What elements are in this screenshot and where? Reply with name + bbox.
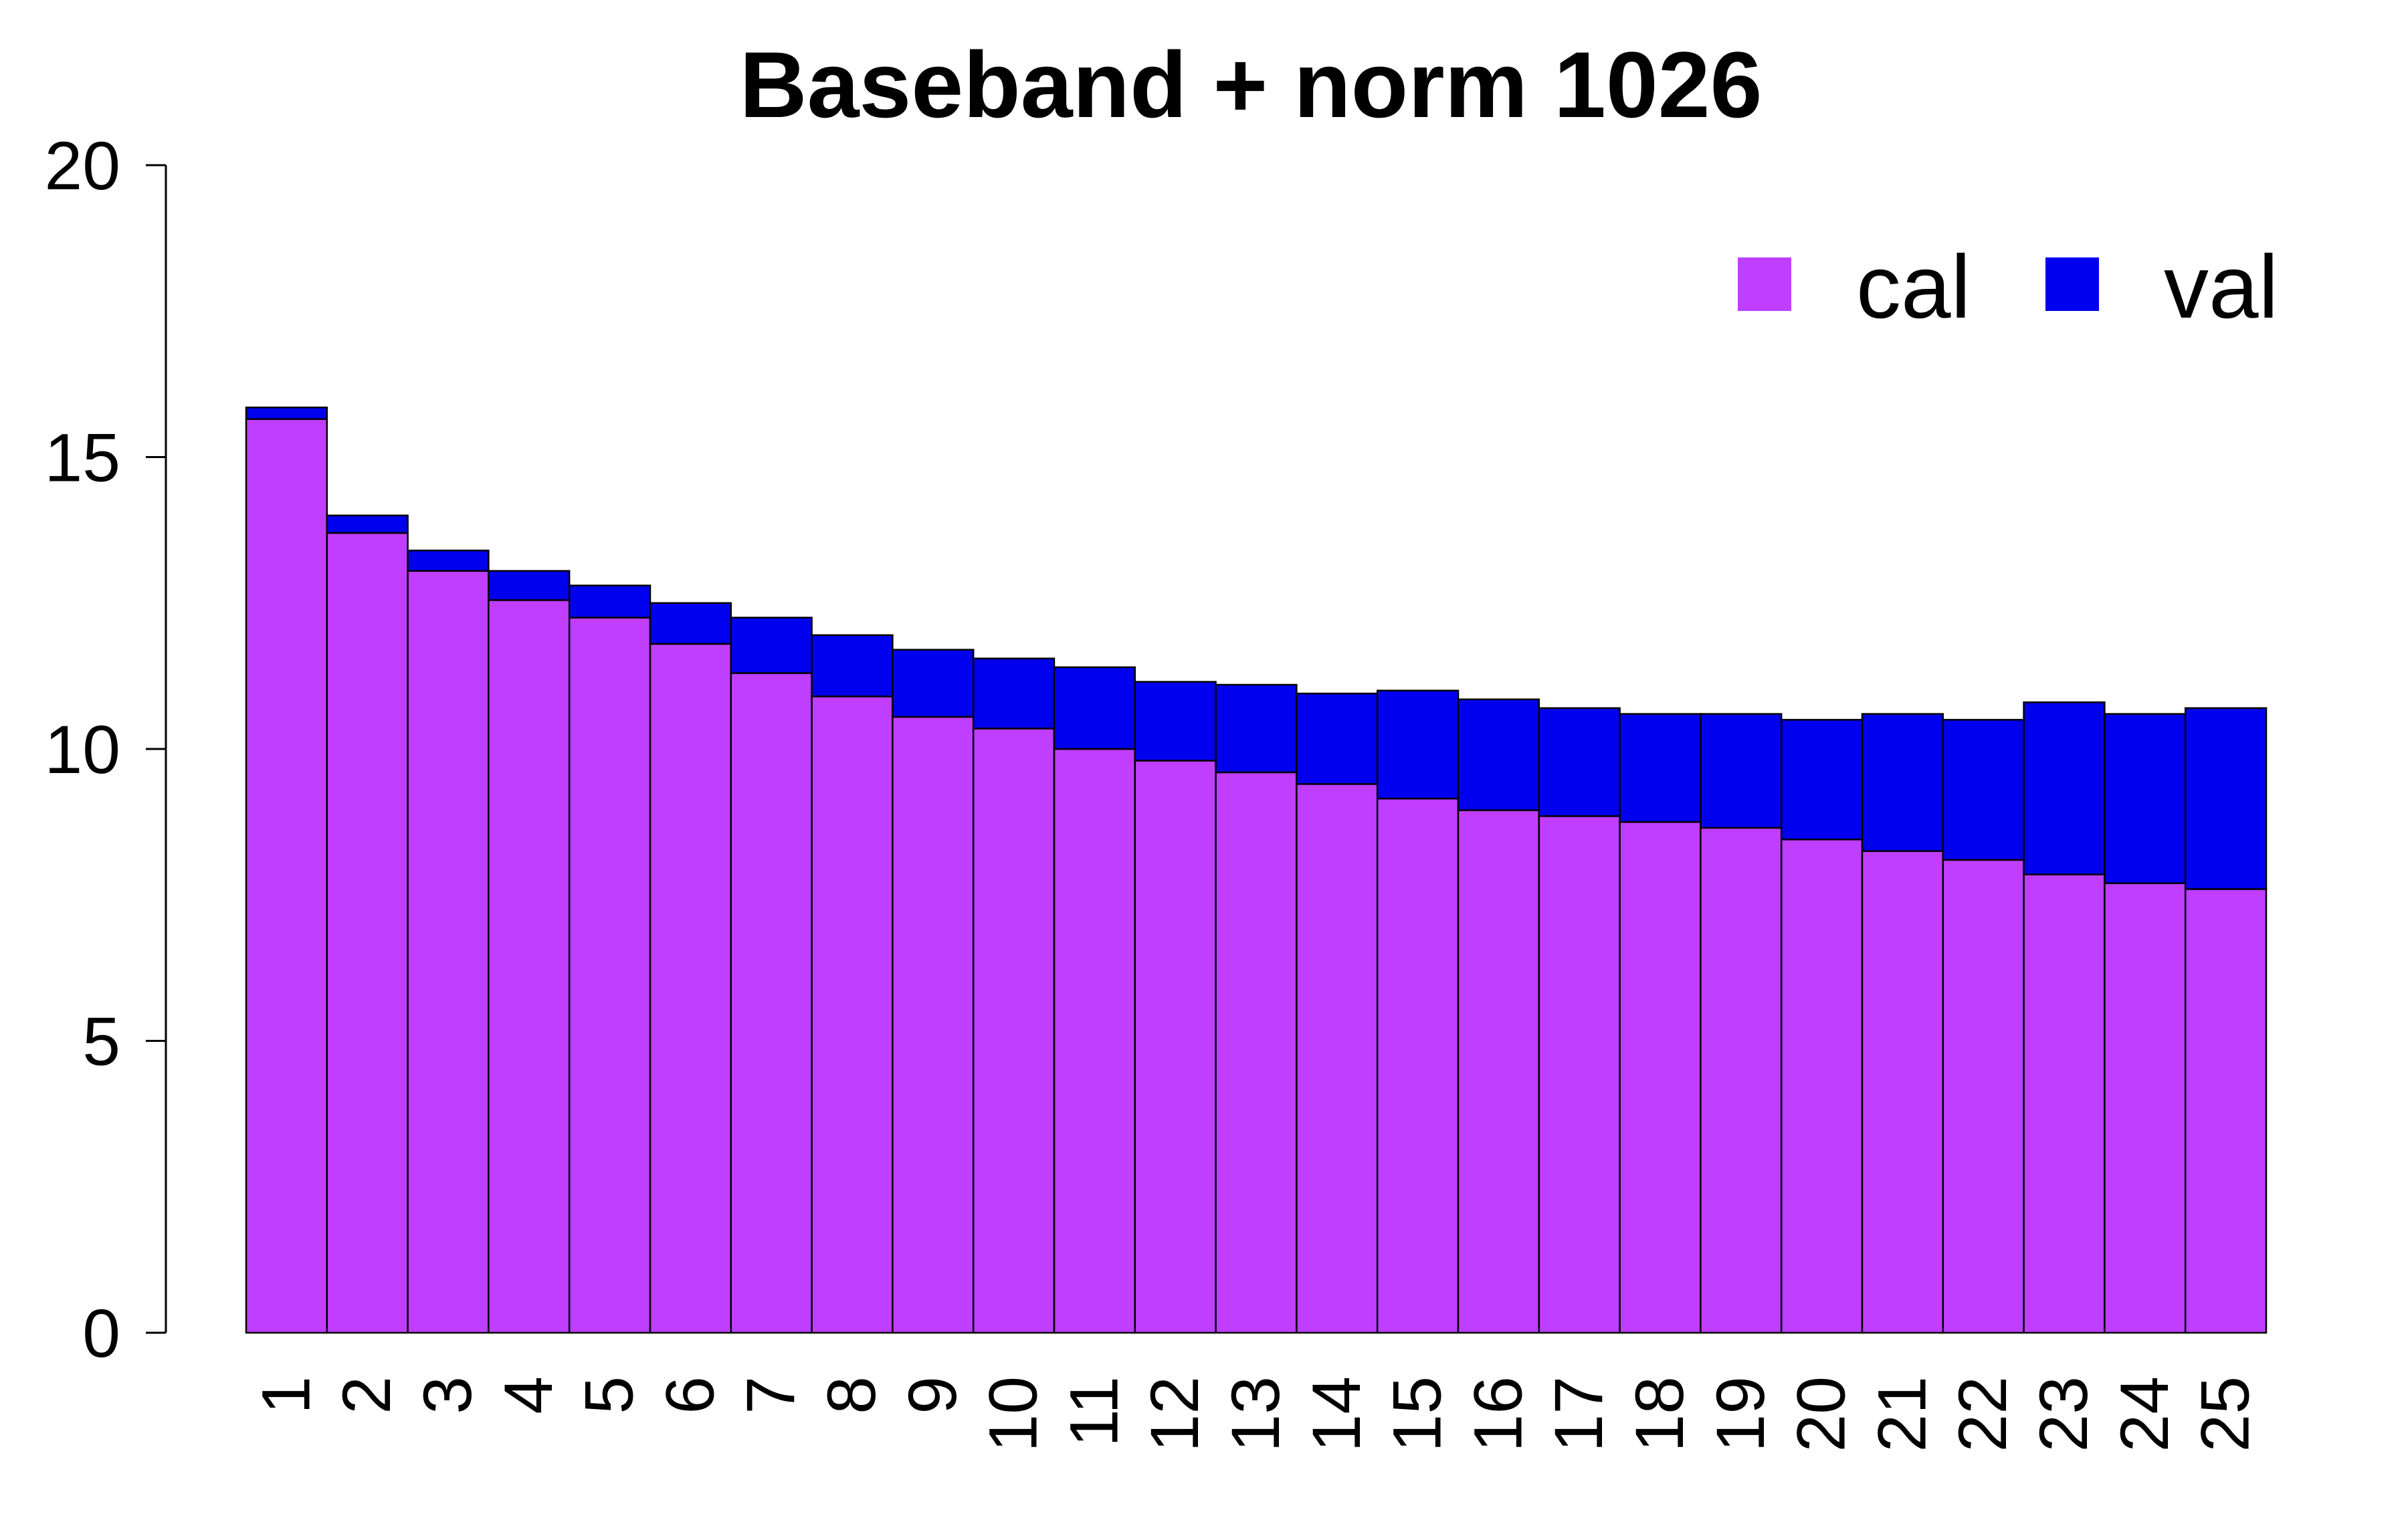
- bar-cal-23: [2023, 873, 2106, 1334]
- bar-val-20: [1780, 719, 1864, 841]
- x-tick-label: 1: [247, 1376, 324, 1414]
- x-tick-label: 12: [1136, 1376, 1213, 1452]
- x-tick-label: 2: [328, 1376, 405, 1414]
- bar-cal-14: [1296, 783, 1379, 1334]
- bar-cal-20: [1780, 839, 1864, 1334]
- bar-cal-16: [1457, 809, 1540, 1334]
- bar-val-5: [568, 584, 651, 619]
- bar-cal-3: [407, 570, 490, 1334]
- x-tick-label: 3: [409, 1376, 486, 1414]
- y-tick-label: 5: [82, 1004, 120, 1080]
- bar-val-13: [1215, 683, 1298, 774]
- x-tick-label: 20: [1783, 1376, 1860, 1452]
- x-tick-label: 8: [813, 1376, 890, 1414]
- legend-label-val: val: [2164, 237, 2278, 337]
- chart-title: Baseband + norm 1026: [740, 32, 1763, 137]
- bar-cal-7: [730, 672, 813, 1334]
- x-tick-label: 21: [1864, 1376, 1940, 1452]
- x-tick-label: 14: [1298, 1376, 1375, 1452]
- bar-val-16: [1457, 698, 1540, 811]
- y-tick-label: 10: [45, 712, 120, 788]
- bar-cal-11: [1053, 748, 1136, 1334]
- bar-val-21: [1861, 713, 1944, 853]
- bar-val-18: [1619, 713, 1702, 823]
- bar-val-4: [488, 570, 571, 601]
- x-tick-label: 6: [651, 1376, 728, 1414]
- bar-val-10: [972, 657, 1056, 730]
- bar-val-22: [1942, 719, 2025, 861]
- bar-val-11: [1053, 666, 1136, 750]
- x-tick-label: 9: [894, 1376, 971, 1414]
- bar-val-15: [1376, 689, 1460, 800]
- bar-cal-22: [1942, 859, 2025, 1334]
- bar-val-6: [649, 602, 732, 645]
- bar-cal-25: [2184, 888, 2268, 1334]
- bar-val-8: [811, 634, 894, 697]
- x-tick-label: 10: [975, 1376, 1051, 1452]
- x-tick-label: 22: [1944, 1376, 2021, 1452]
- bar-val-23: [2023, 701, 2106, 875]
- bar-val-24: [2104, 713, 2187, 885]
- bar-cal-8: [811, 695, 894, 1334]
- bar-val-17: [1538, 707, 1621, 817]
- bar-cal-19: [1700, 827, 1783, 1334]
- bar-cal-18: [1619, 821, 1702, 1334]
- bar-val-1: [245, 407, 328, 421]
- x-tick-label: 17: [1540, 1376, 1617, 1452]
- x-tick-label: 15: [1379, 1376, 1456, 1452]
- y-axis: 0 5 10 15 20: [45, 128, 167, 1372]
- x-tick-label: 18: [1621, 1376, 1698, 1452]
- y-tick-label: 20: [45, 128, 120, 204]
- bar-val-9: [892, 649, 975, 718]
- bar-cal-24: [2104, 882, 2187, 1334]
- y-tick-label: 0: [82, 1295, 120, 1372]
- bar-cal-13: [1215, 771, 1298, 1334]
- bar-val-19: [1700, 713, 1783, 829]
- bar-val-12: [1134, 681, 1217, 762]
- bar-cal-15: [1376, 797, 1460, 1334]
- bar-cal-1: [245, 418, 328, 1334]
- x-tick-label: 23: [2025, 1376, 2102, 1452]
- bar-cal-10: [972, 728, 1056, 1334]
- bar-cal-21: [1861, 850, 1944, 1334]
- bar-val-14: [1296, 692, 1379, 785]
- legend-label-cal: cal: [1856, 237, 1971, 337]
- bar-cal-17: [1538, 815, 1621, 1334]
- x-tick-label: 11: [1056, 1376, 1132, 1447]
- bar-cal-5: [568, 617, 651, 1334]
- x-axis: 1 2 3 4 5 6 7 8 9 10 11 12 13 14 15 16 17 18 19 20 21 22 23 24 2…: [247, 1376, 2263, 1452]
- legend-swatch-cal: [1738, 257, 1791, 311]
- x-tick-label: 19: [1702, 1376, 1779, 1452]
- x-tick-label: 5: [571, 1376, 647, 1414]
- bar-cal-2: [326, 532, 409, 1334]
- legend-swatch-val: [2045, 257, 2099, 311]
- x-tick-label: 24: [2106, 1376, 2183, 1452]
- x-tick-label: 16: [1460, 1376, 1536, 1452]
- bars: [245, 407, 2268, 1334]
- bar-val-25: [2184, 707, 2268, 890]
- x-tick-label: 25: [2187, 1376, 2264, 1452]
- legend: cal val: [1738, 237, 2278, 337]
- x-tick-label: 4: [490, 1376, 567, 1414]
- bar-cal-4: [488, 599, 571, 1334]
- bar-cal-6: [649, 643, 732, 1334]
- bar-val-7: [730, 617, 813, 674]
- x-tick-label: 13: [1217, 1376, 1294, 1452]
- bar-cal-12: [1134, 760, 1217, 1334]
- bar-val-3: [407, 549, 490, 572]
- x-tick-label: 7: [732, 1376, 809, 1414]
- bar-val-2: [326, 514, 409, 534]
- bar-cal-9: [892, 716, 975, 1334]
- y-tick-label: 15: [45, 420, 120, 496]
